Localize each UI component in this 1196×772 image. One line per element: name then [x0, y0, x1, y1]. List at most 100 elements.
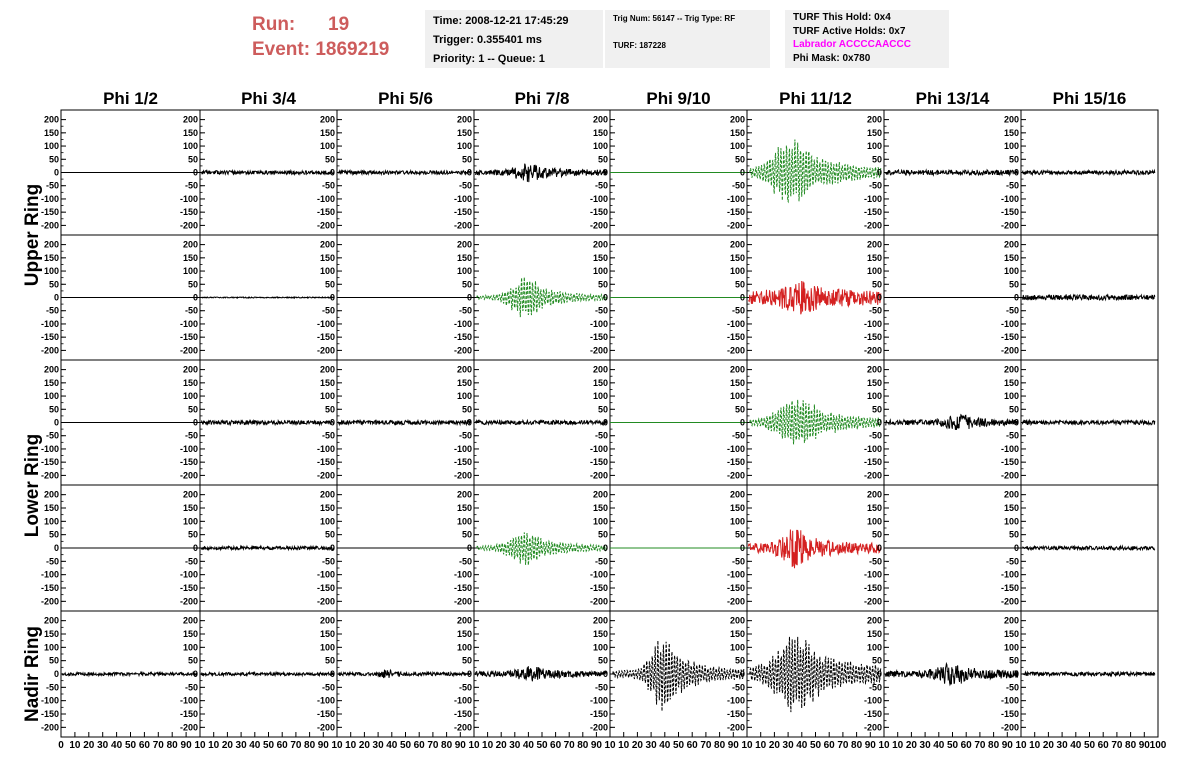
- y-tick-label: 100: [867, 266, 882, 276]
- y-tick-label: -50: [459, 181, 472, 191]
- y-tick-label: 200: [867, 616, 882, 626]
- y-tick-label: -100: [590, 194, 608, 204]
- x-tick-label: 90: [728, 740, 740, 751]
- waveform-trace: [1021, 418, 1156, 427]
- y-tick-label: 0: [330, 293, 335, 303]
- y-tick-label: 50: [49, 530, 59, 540]
- y-tick-label: 150: [730, 253, 745, 263]
- y-tick-label: 200: [44, 115, 59, 125]
- waveform-trace: [475, 418, 608, 427]
- waveform-trace: [1022, 670, 1156, 678]
- y-tick-label: 50: [188, 404, 198, 414]
- y-tick-label: -50: [322, 556, 335, 566]
- y-tick-label: 150: [457, 378, 472, 388]
- y-tick-label: -100: [590, 696, 608, 706]
- x-tick-label: 30: [236, 740, 248, 751]
- y-tick-label: 200: [44, 240, 59, 250]
- x-tick-label: 40: [249, 740, 261, 751]
- y-tick-label: -200: [454, 345, 472, 355]
- column-title: Phi 1/2: [103, 89, 158, 108]
- x-tick-label: 80: [1125, 740, 1137, 751]
- waveform-trace: [612, 640, 745, 712]
- waveform-trace: [885, 413, 1019, 431]
- x-tick-label: 40: [1070, 740, 1082, 751]
- waveform-trace: [749, 139, 882, 204]
- labrador-text: Labrador ACCCCAACCC: [793, 39, 911, 50]
- waveform-panel: -200 -150 -100 -50 0 50 100 150 200: [590, 359, 748, 486]
- y-tick-label: 100: [593, 266, 608, 276]
- y-tick-label: 50: [325, 279, 335, 289]
- y-tick-label: 50: [598, 404, 608, 414]
- waveform-panel: -200 -150 -100 -50 0 50 100 150 200: [864, 234, 1022, 361]
- waveform-trace: [200, 670, 335, 678]
- y-tick-label: 0: [330, 418, 335, 428]
- y-tick-label: -200: [180, 722, 198, 732]
- waveform-panel: -200 -150 -100 -50 0 50 100 150 200: [864, 109, 1022, 236]
- y-tick-label: 0: [877, 168, 882, 178]
- trigger-text: Trigger: 0.355401 ms: [433, 34, 542, 46]
- y-tick-label: -50: [595, 181, 608, 191]
- y-tick-label: 150: [44, 128, 59, 138]
- y-tick-label: 200: [1004, 240, 1019, 250]
- y-tick-label: 50: [735, 279, 745, 289]
- y-tick-label: 100: [730, 642, 745, 652]
- waveform-panel: -200 -150 -100 -50 0 50 100 150 200: [727, 234, 885, 361]
- column-title: Phi 11/12: [779, 89, 852, 108]
- y-tick-label: -50: [869, 682, 882, 692]
- y-tick-label: 200: [457, 240, 472, 250]
- y-tick-label: -50: [869, 306, 882, 316]
- y-tick-label: 150: [183, 629, 198, 639]
- waveform-trace: [749, 399, 882, 445]
- y-tick-label: -50: [322, 181, 335, 191]
- y-tick-label: -200: [864, 345, 882, 355]
- x-tick-label: 20: [769, 740, 781, 751]
- y-tick-label: -50: [595, 306, 608, 316]
- y-tick-label: 100: [593, 141, 608, 151]
- y-tick-label: 200: [593, 115, 608, 125]
- y-tick-label: 50: [188, 154, 198, 164]
- y-tick-label: -50: [732, 431, 745, 441]
- y-tick-label: -150: [590, 457, 608, 467]
- y-tick-label: 100: [44, 141, 59, 151]
- y-tick-label: 200: [867, 115, 882, 125]
- x-tick-label: 60: [1098, 740, 1110, 751]
- y-tick-label: 50: [1009, 530, 1019, 540]
- y-tick-label: 50: [598, 530, 608, 540]
- y-tick-label: -200: [727, 345, 745, 355]
- y-tick-label: -200: [454, 470, 472, 480]
- y-tick-label: 0: [193, 168, 198, 178]
- y-tick-label: -200: [864, 596, 882, 606]
- y-tick-label: -50: [185, 556, 198, 566]
- y-tick-label: -150: [864, 583, 882, 593]
- y-tick-label: -50: [732, 181, 745, 191]
- y-tick-label: 50: [872, 530, 882, 540]
- y-tick-label: 150: [183, 253, 198, 263]
- y-tick-label: 50: [735, 154, 745, 164]
- y-tick-label: -100: [41, 194, 59, 204]
- x-tick-label: 20: [83, 740, 95, 751]
- y-tick-label: -100: [454, 319, 472, 329]
- y-tick-label: -200: [1001, 345, 1019, 355]
- y-tick-label: 200: [183, 490, 198, 500]
- y-tick-label: -100: [454, 194, 472, 204]
- y-tick-label: 150: [867, 128, 882, 138]
- x-tick-label: 80: [988, 740, 1000, 751]
- x-tick-label: 10: [194, 740, 206, 751]
- waveform-trace: [884, 168, 1019, 177]
- x-tick-label: 90: [591, 740, 603, 751]
- run-event-header: Run: 19 Event: 1869219: [252, 12, 389, 62]
- y-tick-label: 50: [325, 154, 335, 164]
- x-tick-label: 10: [69, 740, 81, 751]
- y-tick-label: 100: [867, 642, 882, 652]
- y-tick-label: 150: [1004, 629, 1019, 639]
- y-tick-label: 200: [730, 365, 745, 375]
- y-tick-label: -50: [459, 306, 472, 316]
- waveform-panel: -200 -150 -100 -50 0 50 100 150 200: [590, 484, 748, 612]
- y-tick-label: 0: [330, 543, 335, 553]
- y-tick-label: -100: [317, 696, 335, 706]
- y-tick-label: 100: [867, 391, 882, 401]
- y-tick-label: 200: [867, 365, 882, 375]
